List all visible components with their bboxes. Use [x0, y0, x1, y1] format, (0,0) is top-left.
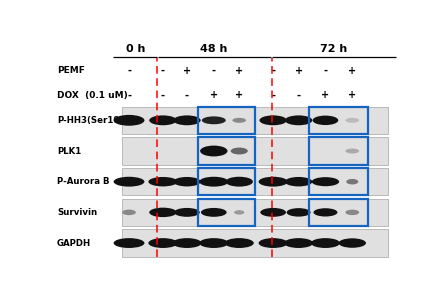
Text: 0 h: 0 h	[126, 44, 145, 54]
Text: +: +	[348, 66, 356, 76]
Ellipse shape	[346, 210, 359, 215]
Bar	[309, 107, 368, 134]
Ellipse shape	[259, 238, 288, 248]
Ellipse shape	[286, 208, 311, 217]
Ellipse shape	[346, 179, 358, 184]
Ellipse shape	[114, 115, 145, 126]
Ellipse shape	[311, 238, 340, 248]
Ellipse shape	[285, 177, 312, 187]
Text: -: -	[161, 66, 165, 76]
Text: PLK1: PLK1	[57, 146, 81, 155]
Ellipse shape	[346, 148, 359, 153]
Text: +: +	[210, 91, 218, 100]
Text: 48 h: 48 h	[200, 44, 228, 54]
Ellipse shape	[285, 116, 312, 125]
Text: -: -	[271, 66, 275, 76]
FancyBboxPatch shape	[122, 199, 388, 226]
Ellipse shape	[284, 238, 313, 248]
Bar	[198, 199, 255, 226]
Text: -: -	[185, 91, 189, 100]
Ellipse shape	[173, 116, 201, 125]
Ellipse shape	[174, 208, 200, 217]
FancyBboxPatch shape	[122, 137, 388, 165]
Ellipse shape	[201, 208, 227, 217]
Bar	[309, 137, 368, 165]
Ellipse shape	[260, 208, 286, 217]
Ellipse shape	[202, 116, 226, 124]
Bar	[309, 199, 368, 226]
Ellipse shape	[200, 146, 228, 157]
Ellipse shape	[149, 238, 178, 248]
Ellipse shape	[173, 177, 201, 187]
Ellipse shape	[234, 210, 244, 214]
Text: DOX  (0.1 uM): DOX (0.1 uM)	[57, 91, 128, 100]
Text: PEMF: PEMF	[57, 66, 85, 75]
Ellipse shape	[312, 116, 338, 125]
Bar	[198, 137, 255, 165]
Ellipse shape	[149, 116, 177, 125]
Text: +: +	[183, 66, 191, 76]
Ellipse shape	[225, 238, 254, 248]
Text: +: +	[235, 66, 243, 76]
Text: +: +	[321, 91, 329, 100]
Text: -: -	[324, 66, 328, 76]
Text: +: +	[235, 91, 243, 100]
Ellipse shape	[232, 118, 246, 123]
Ellipse shape	[313, 208, 337, 217]
Text: P-HH3(Ser10): P-HH3(Ser10)	[57, 116, 123, 125]
Text: +: +	[348, 91, 356, 100]
Bar	[198, 107, 255, 134]
Ellipse shape	[339, 238, 366, 248]
Ellipse shape	[199, 238, 229, 248]
Ellipse shape	[231, 148, 248, 155]
Text: -: -	[297, 91, 301, 100]
Ellipse shape	[149, 208, 177, 217]
Ellipse shape	[122, 210, 136, 215]
Text: +: +	[294, 66, 303, 76]
Text: -: -	[271, 91, 275, 100]
Ellipse shape	[312, 177, 339, 186]
Ellipse shape	[346, 118, 359, 123]
Ellipse shape	[259, 177, 288, 187]
FancyBboxPatch shape	[122, 229, 388, 257]
Bar	[309, 168, 368, 195]
Text: -: -	[127, 66, 131, 76]
Text: -: -	[212, 66, 216, 76]
Ellipse shape	[259, 116, 287, 125]
Text: GAPDH: GAPDH	[57, 239, 91, 248]
Ellipse shape	[172, 238, 202, 248]
Text: 72 h: 72 h	[320, 44, 347, 54]
Text: P-Aurora B: P-Aurora B	[57, 177, 110, 186]
Text: -: -	[127, 91, 131, 100]
Text: Survivin: Survivin	[57, 208, 97, 217]
Ellipse shape	[114, 177, 145, 187]
Text: -: -	[161, 91, 165, 100]
Ellipse shape	[114, 238, 145, 248]
FancyBboxPatch shape	[122, 168, 388, 195]
Ellipse shape	[225, 177, 253, 187]
Ellipse shape	[149, 177, 178, 187]
Ellipse shape	[199, 177, 229, 187]
Bar	[198, 168, 255, 195]
FancyBboxPatch shape	[122, 107, 388, 134]
